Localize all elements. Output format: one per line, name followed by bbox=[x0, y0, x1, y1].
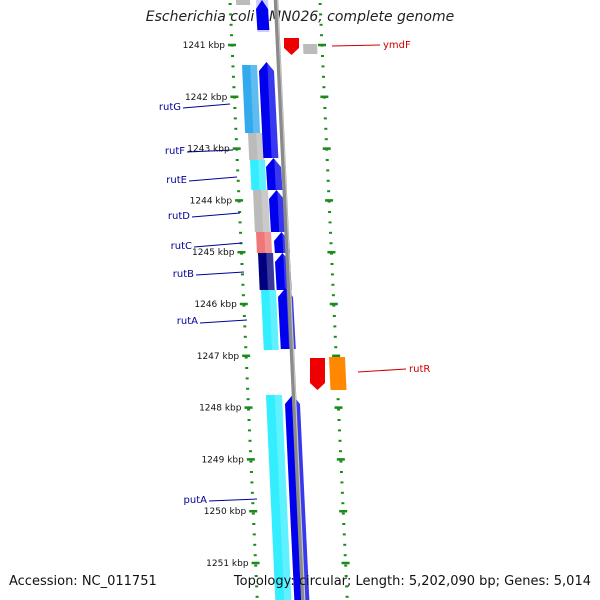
feature-shade bbox=[269, 290, 279, 350]
feature-block bbox=[248, 133, 265, 160]
feature-block bbox=[253, 190, 270, 232]
backbone-line bbox=[273, 0, 306, 600]
gene-arrow-rutR bbox=[310, 358, 325, 390]
gene-arrow bbox=[266, 158, 283, 190]
tick-label: 1251 kbp bbox=[206, 559, 249, 569]
feature-block bbox=[242, 65, 261, 133]
feature-shade bbox=[256, 133, 265, 160]
tick-label: 1247 kbp bbox=[197, 352, 240, 362]
gene-labels: rutG rutF rutE rutD rutC rutB rutA putA ymdF rutR bbox=[159, 40, 430, 506]
tick-labels: 1241 kbp 1242 kbp 1243 kbp 1244 kbp 1245 kbp… bbox=[183, 41, 249, 569]
gene-arrow bbox=[269, 190, 286, 232]
gene-arrow-ymdF bbox=[284, 38, 299, 55]
leader-line bbox=[191, 212, 241, 218]
tick-label: 1250 kbp bbox=[204, 507, 247, 517]
leader-line bbox=[188, 176, 238, 182]
gene-label-left: rutF bbox=[165, 146, 185, 157]
gene-label-left: rutA bbox=[177, 316, 198, 327]
tick-label: 1242 kbp bbox=[185, 93, 228, 103]
gene-label-right: rutR bbox=[409, 364, 430, 375]
feature-shade bbox=[264, 232, 272, 253]
feature-shade bbox=[261, 190, 270, 232]
feature-block-gray bbox=[236, 0, 251, 5]
leader-line bbox=[199, 319, 248, 324]
leader-line bbox=[208, 498, 258, 502]
tick-label: 1249 kbp bbox=[201, 455, 244, 465]
backbone-highlight bbox=[277, 0, 306, 600]
leader-line bbox=[331, 44, 381, 47]
leader-line bbox=[193, 242, 243, 248]
feature-block bbox=[258, 253, 275, 290]
gene-label-left: putA bbox=[184, 495, 208, 506]
feature-block-putA bbox=[266, 395, 292, 600]
gene-arrow-shade bbox=[274, 158, 283, 190]
leader-line bbox=[182, 103, 231, 109]
accession-text: Accession: NC_011751 bbox=[9, 574, 157, 589]
feature-shade bbox=[258, 160, 267, 190]
gene-label-left: rutC bbox=[171, 241, 192, 252]
feature-block bbox=[261, 290, 279, 350]
feature-shade bbox=[250, 65, 261, 133]
label-leaders bbox=[182, 44, 407, 502]
backbone-group bbox=[273, 0, 306, 600]
feature-block bbox=[250, 160, 267, 190]
gene-label-right: ymdF bbox=[383, 40, 411, 51]
tick-label: 1246 kbp bbox=[194, 300, 237, 310]
gene-arrow-top bbox=[256, 0, 270, 30]
feature-block-gray bbox=[303, 44, 318, 54]
leader-line bbox=[357, 368, 407, 373]
leader-line bbox=[195, 271, 245, 276]
tick-label: 1244 kbp bbox=[190, 196, 233, 206]
tick-label: 1241 kbp bbox=[183, 41, 226, 51]
tick-marks-right bbox=[318, 3, 350, 598]
gene-label-left: rutB bbox=[173, 269, 194, 280]
gene-label-left: rutD bbox=[168, 211, 190, 222]
topology-text: Topology: circular; Length: 5,202,090 bp… bbox=[233, 574, 591, 589]
tick-label: 1248 kbp bbox=[199, 404, 242, 414]
tick-label: 1243 kbp bbox=[187, 145, 230, 155]
gene-arrow-shade bbox=[267, 62, 279, 158]
gene-label-left: rutE bbox=[166, 175, 187, 186]
map-title: Escherichia coli UMN026, complete genome bbox=[145, 9, 455, 25]
feature-shade bbox=[274, 395, 292, 600]
feature-block-rutR bbox=[329, 357, 347, 390]
leader-line bbox=[186, 149, 234, 153]
feature-shade bbox=[266, 253, 275, 290]
feature-block bbox=[256, 232, 272, 253]
tick-label: 1245 kbp bbox=[192, 248, 235, 258]
gene-arrow bbox=[259, 62, 279, 158]
gene-label-left: rutG bbox=[159, 102, 181, 113]
tick-marks-left bbox=[228, 3, 260, 598]
